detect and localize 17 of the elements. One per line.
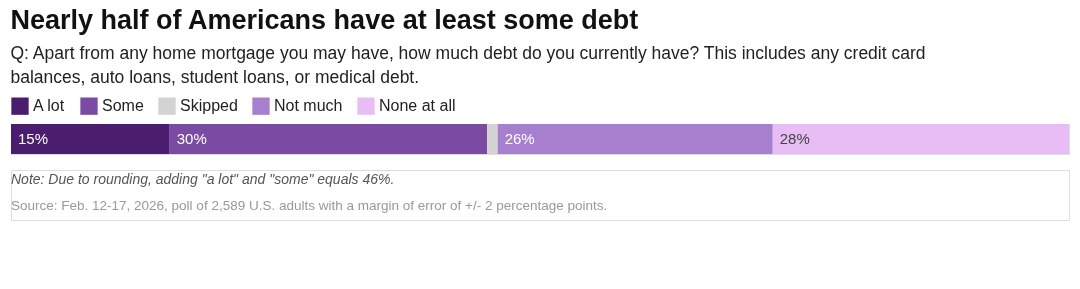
- chart-title: Nearly half of Americans have at least some debt: [10, 4, 639, 35]
- data-label: 15%: [18, 130, 49, 147]
- data-label: 26%: [504, 130, 535, 147]
- chart-subtitle: Q: Apart from any home mortgage you may have, how much debt do you currently have? This includes any credit card balances, auto loans, student loans, or medical debt.: [10, 42, 926, 87]
- legend-label: None at all: [379, 97, 456, 115]
- legend-label: A lot: [33, 97, 65, 115]
- bar: [497, 124, 773, 154]
- text: Note: Due to rounding, adding "a lot" and "some" equals 46%.: [11, 171, 395, 187]
- legend-label: Some: [102, 97, 144, 115]
- data-label: 30%: [176, 130, 207, 147]
- legend-label: Not much: [274, 97, 343, 115]
- source-note: Source: Feb. 12-17, 2026, poll of 2,589 U.S. adults with a margin of error of +/- 2 percentage points.: [11, 198, 608, 213]
- legend-label: Skipped: [180, 97, 238, 115]
- bar: [11, 124, 170, 154]
- bar: [772, 124, 1069, 154]
- data-label: 28%: [779, 130, 810, 147]
- bar: [169, 124, 488, 154]
